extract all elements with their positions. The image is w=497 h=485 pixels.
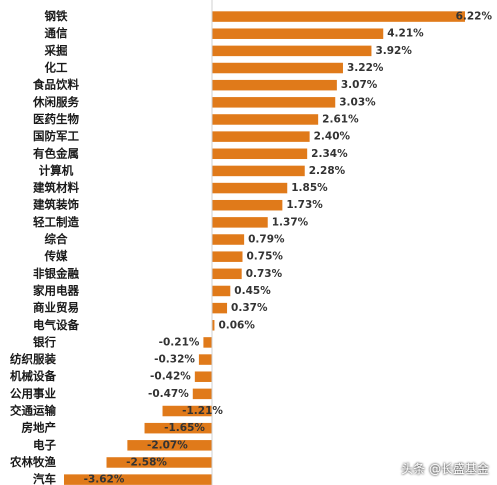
category-label: 商业贸易 bbox=[33, 301, 79, 315]
bar bbox=[198, 354, 212, 365]
category-label: 汽车 bbox=[33, 472, 56, 485]
bar bbox=[212, 79, 337, 91]
value-label: 3.22% bbox=[347, 62, 384, 74]
value-label: 0.73% bbox=[246, 268, 283, 280]
value-label: -0.47% bbox=[148, 388, 189, 400]
category-label: 有色金属 bbox=[33, 146, 79, 160]
value-label: 3.03% bbox=[339, 96, 376, 108]
bar bbox=[212, 45, 372, 57]
category-label: 钢铁 bbox=[45, 9, 68, 23]
value-label: -1.65% bbox=[164, 422, 205, 434]
bar bbox=[212, 11, 465, 22]
value-label: -2.07% bbox=[147, 439, 188, 451]
bar bbox=[162, 405, 212, 417]
bar bbox=[212, 302, 228, 314]
value-label: 1.85% bbox=[291, 182, 328, 194]
value-label: -1.21% bbox=[182, 405, 223, 417]
category-label: 计算机 bbox=[39, 163, 74, 177]
bar bbox=[144, 422, 212, 434]
category-label: 传媒 bbox=[44, 249, 68, 263]
value-label: 3.07% bbox=[341, 79, 378, 91]
category-labels: 钢铁通信采掘化工食品饮料休闲服务医药生物国防军工有色金属计算机建筑材料建筑装饰轻… bbox=[9, 9, 79, 485]
category-label: 纺织服装 bbox=[10, 352, 56, 366]
category-label: 银行 bbox=[33, 335, 56, 349]
value-label: 0.37% bbox=[231, 302, 268, 314]
category-label: 采掘 bbox=[44, 43, 68, 57]
bar bbox=[212, 62, 343, 74]
bar bbox=[127, 440, 212, 451]
category-label: 建筑材料 bbox=[33, 181, 79, 195]
value-label: 0.06% bbox=[218, 319, 255, 331]
value-label: 2.40% bbox=[314, 131, 351, 143]
bar bbox=[192, 388, 212, 400]
category-label: 化工 bbox=[45, 61, 68, 75]
bar bbox=[212, 285, 231, 297]
category-label: 房地产 bbox=[22, 421, 57, 435]
bar bbox=[212, 182, 288, 194]
value-label: -0.21% bbox=[159, 336, 200, 348]
bar bbox=[212, 28, 384, 39]
value-label: -2.58% bbox=[126, 456, 167, 468]
category-label: 电子 bbox=[33, 438, 56, 452]
category-label: 医药生物 bbox=[33, 112, 79, 126]
watermark: 头条 @长盛基金 bbox=[401, 462, 489, 476]
bar bbox=[212, 165, 305, 177]
value-label: 6.22% bbox=[456, 11, 493, 23]
value-label: -3.62% bbox=[84, 474, 125, 485]
value-label: 2.34% bbox=[311, 148, 348, 160]
category-label: 电气设备 bbox=[33, 318, 79, 332]
value-label: 1.37% bbox=[272, 216, 309, 228]
bars-group bbox=[64, 11, 465, 485]
category-label: 国防军工 bbox=[33, 129, 79, 143]
value-label: 2.28% bbox=[309, 165, 346, 177]
bar bbox=[212, 97, 336, 108]
bar bbox=[212, 131, 310, 142]
bar bbox=[106, 457, 212, 468]
bar bbox=[194, 371, 212, 382]
value-label: 1.73% bbox=[286, 199, 323, 211]
value-label: 2.61% bbox=[322, 113, 359, 125]
category-label: 休闲服务 bbox=[32, 95, 79, 109]
category-label: 综合 bbox=[45, 232, 68, 246]
bar bbox=[212, 114, 319, 125]
bar bbox=[212, 199, 283, 211]
category-label: 农林牧渔 bbox=[9, 455, 56, 469]
value-label: -0.32% bbox=[154, 354, 195, 366]
category-label: 通信 bbox=[45, 26, 68, 40]
value-label: 0.79% bbox=[248, 234, 285, 246]
category-label: 交通运输 bbox=[10, 404, 56, 418]
category-label: 公用事业 bbox=[10, 386, 56, 400]
bar bbox=[212, 234, 245, 245]
category-label: 家用电器 bbox=[33, 283, 79, 297]
bar bbox=[212, 320, 215, 331]
value-labels: 6.22% 4.21% 3.92% 3.22% 3.07% 3.03% 2.61% 2.40%… bbox=[84, 11, 493, 485]
value-label: 0.45% bbox=[234, 285, 271, 297]
value-label: 0.75% bbox=[247, 251, 284, 263]
category-label: 轻工制造 bbox=[33, 215, 79, 229]
value-label: -0.42% bbox=[150, 371, 191, 383]
bar bbox=[212, 251, 243, 262]
category-label: 建筑装饰 bbox=[33, 198, 79, 212]
category-label: 非银金融 bbox=[33, 266, 79, 280]
bar bbox=[64, 474, 212, 485]
bar bbox=[212, 148, 308, 160]
value-label: 3.92% bbox=[375, 45, 412, 57]
bar bbox=[212, 268, 242, 280]
value-label: 4.21% bbox=[387, 28, 424, 40]
category-label: 机械设备 bbox=[10, 369, 56, 383]
bar bbox=[212, 217, 268, 228]
category-label: 食品饮料 bbox=[33, 78, 79, 92]
bar bbox=[203, 337, 212, 348]
